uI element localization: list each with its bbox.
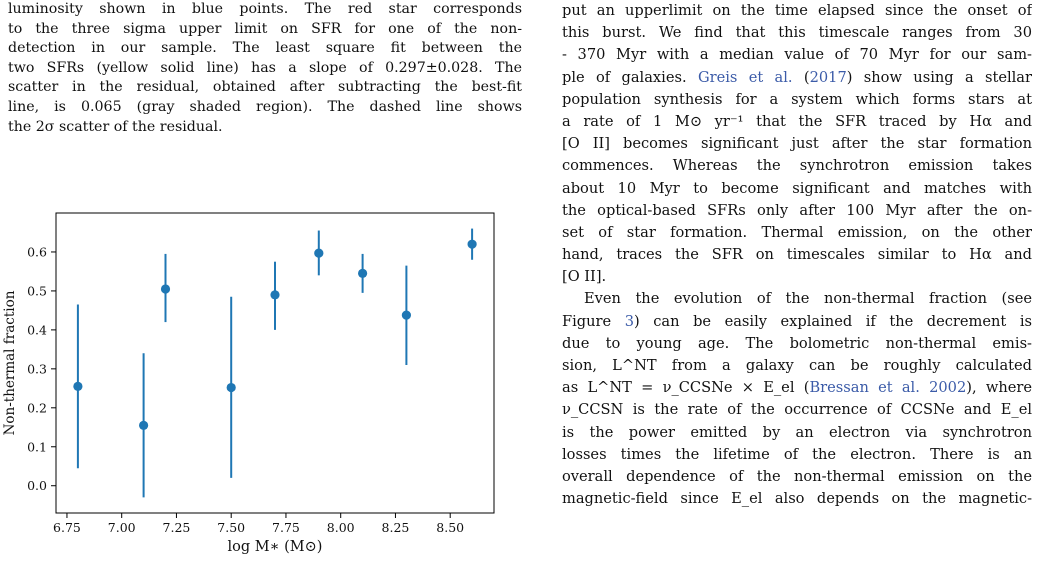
body-line: a rate of 1 M⊙ yr⁻¹ that the SFR traced … [562,112,1032,130]
x-tick-label: 7.75 [272,520,300,535]
x-tick-label: 8.25 [382,520,410,535]
data-point [314,248,324,258]
body-line: as L^NT = ν_CCSNe × E_el (Bressan et al.… [562,377,1032,399]
x-tick-label: 8.50 [436,520,464,535]
y-tick-label: 0.5 [27,283,47,298]
data-point [139,420,149,430]
body-line: set of star formation. Thermal emission,… [562,223,1032,241]
data-point [467,239,477,249]
y-axis-label: Non-thermal fraction [2,290,18,435]
caption-line: the 2σ scatter of the residual. [8,118,223,135]
body-line: [O II] becomes significant just after th… [562,135,1032,153]
body-line: due to young age. The bolometric non-the… [562,334,1032,352]
body-line: - 370 Myr with a median value of 70 Myr … [562,46,1032,64]
caption-line: to the three sigma upper limit on SFR fo… [8,20,522,37]
citation-link[interactable]: Bressan et al. 2002 [809,379,967,397]
body-line: magnetic-field since E_el also depends o… [562,490,1032,508]
body-fragment: Figure [562,312,625,330]
body-line: about 10 Myr to become significant and m… [562,179,1032,197]
y-tick-label: 0.2 [27,400,47,415]
caption-line: scatter in the residual, obtained after … [8,79,522,96]
caption-line: line, is 0.065 (gray shaded region). The… [8,98,522,115]
y-tick-label: 0.3 [27,361,47,376]
data-point [358,268,368,278]
body-line: is the power emitted by an electron via … [562,423,1032,441]
body-fragment: as L^NT = ν_CCSNe × E_el ( [562,379,810,397]
x-axis-label: log M∗ (M⊙) [228,539,323,555]
y-tick-label: 0.1 [27,439,47,454]
data-point [401,310,411,320]
body-fragment: ), where [966,379,1032,397]
figure-caption: luminosity shown in blue points. The red… [8,0,522,137]
x-tick-label: 6.75 [53,520,81,535]
citation-link[interactable]: Greis et al. [697,68,793,86]
body-line: Even the evolution of the non-thermal fr… [584,290,1032,308]
body-line: put an upperlimit on the time elapsed si… [562,2,1032,19]
x-tick-label: 7.25 [163,520,191,535]
body-line: Figure 3) can be easily explained if the… [562,311,1032,333]
body-line: ν_CCSN is the rate of the occurrence of … [562,401,1032,419]
caption-line: detection in our sample. The least squar… [8,40,522,57]
chart-marks [73,228,477,498]
caption-line: two SFRs (yellow solid line) has a slope… [8,59,522,76]
x-tick-label: 8.00 [327,520,355,535]
body-line: overall dependence of the non-thermal em… [562,467,1032,485]
nonthermal-fraction-chart: 6.75 7.00 7.25 7.50 7.75 8.00 8.25 8.50 0.0 0.1 0.… [2,212,495,555]
body-line: the optical-based SFRs only after 100 My… [562,201,1032,219]
body-line: population synthesis for a system which … [562,90,1032,108]
y-tick-label: 0.4 [27,322,47,337]
plot-frame [55,212,495,514]
caption-line: luminosity shown in blue points. The red… [8,1,522,17]
figure-ref-link[interactable]: 3 [624,312,634,330]
data-point [226,382,236,393]
x-tick-label: 7.50 [217,520,245,535]
chart-axes: 6.75 7.00 7.25 7.50 7.75 8.00 8.25 8.50 0.0 0.1 0.… [2,212,495,555]
x-tick-label: 7.00 [108,520,136,535]
body-line: hand, traces the SFR on timescales simil… [562,246,1032,264]
body-fragment: ) can be easily explained if the decreme… [634,312,1032,330]
data-point [73,381,83,391]
body-line: this burst. We find that this timescale … [562,24,1032,42]
y-tick-label: 0.0 [27,478,47,493]
body-line: losses times the lifetime of the electro… [562,445,1032,463]
body-line: ple of galaxies. Greis et al. (2017) sho… [562,68,1032,86]
data-point [160,284,171,294]
citation-year-link[interactable]: 2017 [809,68,847,86]
body-line: [O II]. [562,268,607,286]
body-line: sion, L^NT from a galaxy can be roughly … [562,357,1032,374]
body-line: commences. Whereas the synchrotron emiss… [562,157,1032,175]
data-point [270,290,280,300]
y-tick-label: 0.6 [27,244,47,259]
body-fragment: show using a stellar [852,68,1032,86]
body-text: put an upperlimit on the time elapsed si… [562,0,1032,510]
